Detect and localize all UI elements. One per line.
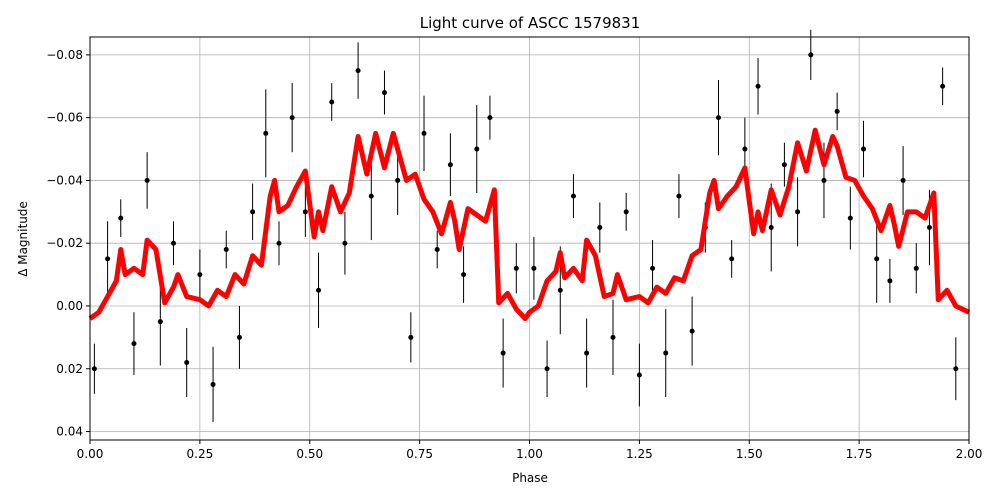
observation-point bbox=[368, 193, 374, 199]
x-tick-label: 1.50 bbox=[736, 447, 763, 461]
observation-point bbox=[742, 146, 748, 152]
observation-point bbox=[487, 115, 493, 121]
observation-point bbox=[531, 265, 537, 271]
observation-point bbox=[355, 68, 361, 74]
x-tick-label: 2.00 bbox=[956, 447, 983, 461]
y-axis-label: Δ Magnitude bbox=[16, 201, 30, 277]
observation-point bbox=[91, 366, 97, 372]
observation-point bbox=[105, 256, 111, 262]
observation-point bbox=[263, 130, 269, 136]
x-tick-label: 0.50 bbox=[296, 447, 323, 461]
x-tick-label: 0.00 bbox=[77, 447, 104, 461]
observation-point bbox=[447, 162, 453, 168]
observation-point bbox=[500, 350, 506, 356]
x-tick-label: 1.00 bbox=[516, 447, 543, 461]
observation-point bbox=[689, 328, 695, 334]
observation-point bbox=[821, 177, 827, 183]
observation-point bbox=[395, 177, 401, 183]
observation-point bbox=[953, 366, 959, 372]
observation-point bbox=[781, 162, 787, 168]
y-tick-label: −0.04 bbox=[46, 173, 83, 187]
observation-point bbox=[650, 265, 656, 271]
x-tick-label: 0.25 bbox=[187, 447, 214, 461]
observation-point bbox=[434, 246, 440, 252]
observation-point bbox=[461, 272, 467, 278]
observation-point bbox=[715, 115, 721, 121]
observation-point bbox=[144, 177, 150, 183]
observation-point bbox=[513, 265, 519, 271]
observation-point bbox=[900, 177, 906, 183]
observation-point bbox=[847, 215, 853, 221]
observation-point bbox=[940, 83, 946, 89]
observation-point bbox=[250, 209, 256, 215]
observation-point bbox=[623, 209, 629, 215]
observation-point bbox=[874, 256, 880, 262]
observation-point bbox=[755, 83, 761, 89]
observation-point bbox=[808, 52, 814, 58]
plot-frame bbox=[89, 36, 970, 441]
observation-point bbox=[768, 225, 774, 231]
observation-point bbox=[210, 381, 216, 387]
y-tick-label: 0.00 bbox=[56, 299, 83, 313]
observation-point bbox=[171, 240, 177, 246]
y-tick-label: −0.02 bbox=[46, 236, 83, 250]
observation-point bbox=[157, 319, 163, 325]
observation-point bbox=[887, 278, 893, 284]
observation-point bbox=[913, 265, 919, 271]
y-tick-label: 0.02 bbox=[56, 362, 83, 376]
observation-point bbox=[834, 108, 840, 114]
observation-point bbox=[474, 146, 480, 152]
observation-point bbox=[184, 359, 190, 365]
observation-point bbox=[421, 130, 427, 136]
observation-point bbox=[236, 334, 242, 340]
observation-point bbox=[408, 334, 414, 340]
observation-point bbox=[289, 115, 295, 121]
observation-point bbox=[557, 287, 563, 293]
chart-title: Light curve of ASCC 1579831 bbox=[420, 14, 641, 32]
observation-point bbox=[118, 215, 124, 221]
observation-point bbox=[131, 341, 137, 347]
observation-point bbox=[302, 209, 308, 215]
binned-curve bbox=[88, 127, 971, 322]
y-tick-label: −0.08 bbox=[46, 48, 83, 62]
observation-point bbox=[316, 287, 322, 293]
observation-point bbox=[663, 350, 669, 356]
observation-point bbox=[676, 193, 682, 199]
observation-point bbox=[597, 225, 603, 231]
observation-point bbox=[197, 272, 203, 278]
y-tick-label: 0.04 bbox=[56, 425, 83, 439]
y-tick-label: −0.06 bbox=[46, 111, 83, 125]
x-tick-label: 0.75 bbox=[406, 447, 433, 461]
x-tick-label: 1.25 bbox=[626, 447, 653, 461]
observation-point bbox=[729, 256, 735, 262]
observation-point bbox=[926, 225, 932, 231]
observation-point bbox=[795, 209, 801, 215]
observation-point bbox=[636, 372, 642, 378]
observation-point bbox=[342, 240, 348, 246]
observation-point bbox=[223, 246, 229, 252]
observation-point bbox=[861, 146, 867, 152]
observation-point bbox=[584, 350, 590, 356]
observation-point bbox=[610, 334, 616, 340]
x-axis-label: Phase bbox=[512, 471, 548, 485]
observation-point bbox=[381, 90, 387, 96]
observation-point bbox=[276, 240, 282, 246]
observation-point bbox=[570, 193, 576, 199]
observation-point bbox=[544, 366, 550, 372]
x-tick-label: 1.75 bbox=[846, 447, 873, 461]
observation-point bbox=[329, 99, 335, 105]
